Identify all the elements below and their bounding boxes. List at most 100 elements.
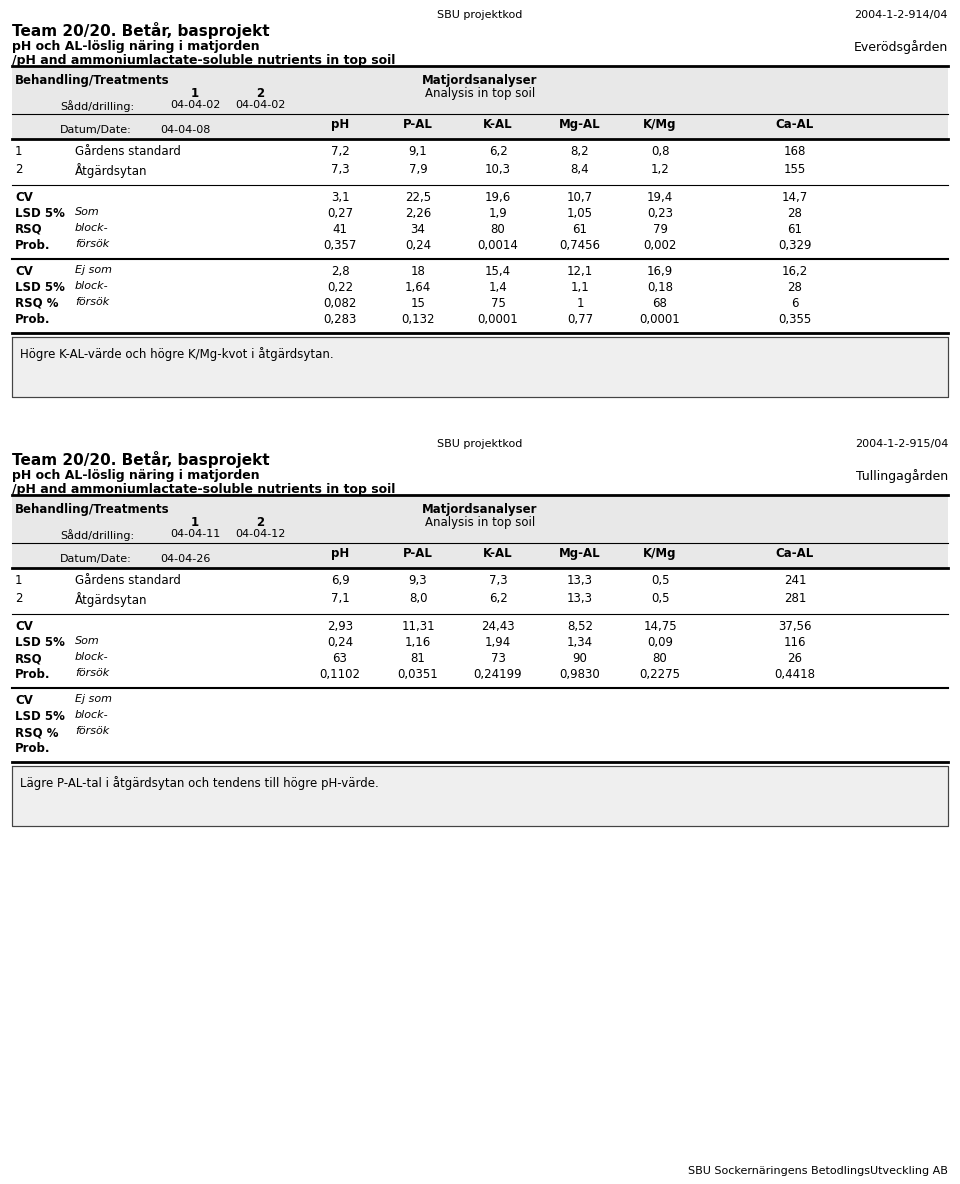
Text: 8,4: 8,4	[570, 163, 589, 176]
Text: 81: 81	[411, 652, 425, 665]
Text: 12,1: 12,1	[566, 265, 593, 278]
Text: 63: 63	[332, 652, 348, 665]
Text: 1: 1	[15, 144, 22, 157]
Text: 22,5: 22,5	[405, 191, 431, 204]
Text: 6,9: 6,9	[330, 574, 349, 587]
Text: Analysis in top soil: Analysis in top soil	[425, 516, 535, 529]
Text: K/Mg: K/Mg	[643, 547, 677, 560]
Text: 0,24199: 0,24199	[473, 668, 522, 681]
Text: 79: 79	[653, 223, 667, 236]
Text: SBU projektkod: SBU projektkod	[438, 9, 522, 20]
Text: 04-04-02: 04-04-02	[170, 99, 220, 110]
Text: 2: 2	[15, 592, 22, 605]
Text: Everödsgården: Everödsgården	[853, 40, 948, 54]
Text: 168: 168	[783, 144, 806, 157]
Text: Mg-AL: Mg-AL	[559, 118, 601, 131]
Text: K/Mg: K/Mg	[643, 118, 677, 131]
Text: 80: 80	[653, 652, 667, 665]
Text: 15: 15	[411, 297, 425, 310]
Text: K-AL: K-AL	[483, 118, 513, 131]
Text: 0,132: 0,132	[401, 313, 435, 326]
Text: RSQ %: RSQ %	[15, 297, 59, 310]
Text: 7,9: 7,9	[409, 163, 427, 176]
Text: 7,1: 7,1	[330, 592, 349, 605]
Text: block-: block-	[75, 710, 108, 720]
Text: 14,7: 14,7	[781, 191, 808, 204]
Text: 1,05: 1,05	[567, 207, 593, 220]
Text: 16,2: 16,2	[781, 265, 808, 278]
Text: 2,93: 2,93	[327, 620, 353, 633]
Text: 19,4: 19,4	[647, 191, 673, 204]
Text: Analysis in top soil: Analysis in top soil	[425, 86, 535, 99]
Text: Matjordsanalyser: Matjordsanalyser	[422, 503, 538, 516]
Text: 73: 73	[491, 652, 505, 665]
Text: 11,31: 11,31	[401, 620, 435, 633]
Text: 2,8: 2,8	[330, 265, 349, 278]
Text: 8,0: 8,0	[409, 592, 427, 605]
Text: 1,94: 1,94	[485, 636, 511, 649]
Text: LSD 5%: LSD 5%	[15, 710, 65, 723]
Text: Sådd/drilling:: Sådd/drilling:	[60, 529, 134, 541]
Text: CV: CV	[15, 265, 33, 278]
Text: Behandling/Treatments: Behandling/Treatments	[15, 503, 170, 516]
Text: 90: 90	[572, 652, 588, 665]
Text: 1: 1	[191, 86, 199, 99]
Text: Som: Som	[75, 636, 100, 646]
Text: Lägre P-AL-tal i åtgärdsytan och tendens till högre pH-värde.: Lägre P-AL-tal i åtgärdsytan och tendens…	[20, 776, 379, 790]
Text: 0,27: 0,27	[327, 207, 353, 220]
Text: 10,3: 10,3	[485, 163, 511, 176]
Text: Ej som: Ej som	[75, 694, 112, 704]
Text: Ca-AL: Ca-AL	[776, 118, 814, 131]
Text: Team 20/20. Betår, basprojekt: Team 20/20. Betår, basprojekt	[12, 451, 270, 468]
Text: 1,1: 1,1	[570, 281, 589, 294]
Text: LSD 5%: LSD 5%	[15, 281, 65, 294]
Text: Prob.: Prob.	[15, 313, 51, 326]
Text: 04-04-26: 04-04-26	[160, 554, 210, 564]
Text: 19,6: 19,6	[485, 191, 511, 204]
Text: P-AL: P-AL	[403, 118, 433, 131]
Text: 1,16: 1,16	[405, 636, 431, 649]
Text: Ca-AL: Ca-AL	[776, 547, 814, 560]
Text: 28: 28	[787, 207, 803, 220]
Text: /pH and ammoniumlactate-soluble nutrients in top soil: /pH and ammoniumlactate-soluble nutrient…	[12, 54, 396, 67]
Text: 1,34: 1,34	[567, 636, 593, 649]
Text: SBU projektkod: SBU projektkod	[438, 439, 522, 449]
Text: 241: 241	[783, 574, 806, 587]
Text: Prob.: Prob.	[15, 668, 51, 681]
Text: 61: 61	[787, 223, 803, 236]
Text: 0,23: 0,23	[647, 207, 673, 220]
Text: 04-04-08: 04-04-08	[160, 126, 210, 135]
Text: 9,1: 9,1	[409, 144, 427, 157]
Text: 7,2: 7,2	[330, 144, 349, 157]
Text: Datum/Date:: Datum/Date:	[60, 554, 132, 564]
Text: 16,9: 16,9	[647, 265, 673, 278]
Text: 28: 28	[787, 281, 803, 294]
Text: 0,24: 0,24	[405, 239, 431, 252]
Text: Sådd/drilling:: Sådd/drilling:	[60, 99, 134, 112]
Text: 80: 80	[491, 223, 505, 236]
Text: försök: försök	[75, 297, 109, 307]
Text: 2: 2	[256, 86, 264, 99]
Text: pH: pH	[331, 118, 349, 131]
Bar	[12, 67, 948, 139]
Text: LSD 5%: LSD 5%	[15, 207, 65, 220]
Text: 14,75: 14,75	[643, 620, 677, 633]
Text: 0,1102: 0,1102	[320, 668, 361, 681]
Text: 1: 1	[576, 297, 584, 310]
Text: 0,9830: 0,9830	[560, 668, 600, 681]
Text: 04-04-12: 04-04-12	[235, 529, 285, 539]
Text: 0,002: 0,002	[643, 239, 677, 252]
Text: 0,0001: 0,0001	[639, 313, 681, 326]
Text: 2: 2	[256, 516, 264, 529]
Text: 18: 18	[411, 265, 425, 278]
Text: 0,77: 0,77	[567, 313, 593, 326]
Text: 41: 41	[332, 223, 348, 236]
Text: RSQ: RSQ	[15, 223, 42, 236]
Text: LSD 5%: LSD 5%	[15, 636, 65, 649]
Text: Gårdens standard: Gårdens standard	[75, 574, 180, 587]
Text: /pH and ammoniumlactate-soluble nutrients in top soil: /pH and ammoniumlactate-soluble nutrient…	[12, 483, 396, 496]
Text: CV: CV	[15, 694, 33, 707]
Text: CV: CV	[15, 620, 33, 633]
Text: 1,64: 1,64	[405, 281, 431, 294]
Text: 3,1: 3,1	[330, 191, 349, 204]
